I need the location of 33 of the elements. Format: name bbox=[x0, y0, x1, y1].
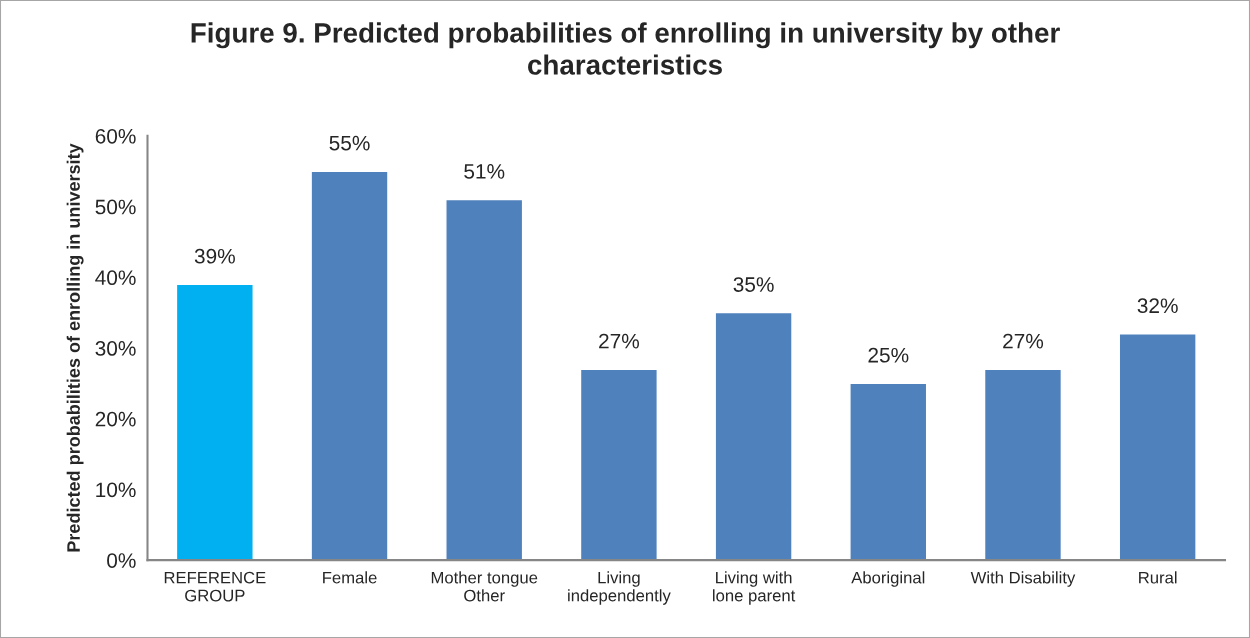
chart-title: Figure 9. Predicted probabilities of enrolling in university by other characteristics bbox=[191, 22, 1060, 75]
data-label: 35% bbox=[733, 277, 774, 292]
y-tick-label: 20% bbox=[95, 411, 136, 427]
y-tick-label: 10% bbox=[96, 482, 136, 498]
bar bbox=[310, 170, 389, 561]
data-label: 51% bbox=[464, 164, 505, 179]
data-label: 25% bbox=[868, 347, 909, 363]
bar bbox=[1118, 333, 1197, 561]
bar bbox=[579, 368, 658, 561]
bar bbox=[175, 283, 254, 561]
y-tick-label: 60% bbox=[95, 128, 136, 144]
x-tick-label: Living with lone parent bbox=[713, 571, 796, 605]
data-label: 27% bbox=[599, 333, 640, 349]
y-axis-title: Predicted probabilities of enrolling in university bbox=[66, 143, 84, 552]
bar bbox=[714, 311, 793, 561]
x-tick-label: With Disability bbox=[970, 571, 1076, 587]
bar bbox=[849, 382, 928, 561]
bar bbox=[445, 198, 524, 561]
data-label: 27% bbox=[1003, 333, 1044, 349]
x-tick-label: Mother tongue Other bbox=[431, 571, 538, 602]
y-tick-label: 0% bbox=[107, 553, 136, 568]
x-tick-label: Female bbox=[323, 571, 377, 584]
data-label: 39% bbox=[194, 248, 235, 264]
x-tick-label: Living independently bbox=[568, 571, 671, 605]
y-tick-label: 40% bbox=[95, 270, 136, 286]
y-tick-label: 50% bbox=[95, 199, 136, 215]
data-label: 55% bbox=[329, 135, 370, 151]
x-tick-label: Rural bbox=[1139, 571, 1177, 584]
x-tick-label: Aboriginal bbox=[851, 571, 925, 587]
y-tick-label: 30% bbox=[95, 341, 136, 356]
bar bbox=[983, 368, 1063, 561]
data-label: 32% bbox=[1137, 298, 1178, 314]
x-tick-label: REFERENCE GROUP bbox=[164, 571, 266, 602]
